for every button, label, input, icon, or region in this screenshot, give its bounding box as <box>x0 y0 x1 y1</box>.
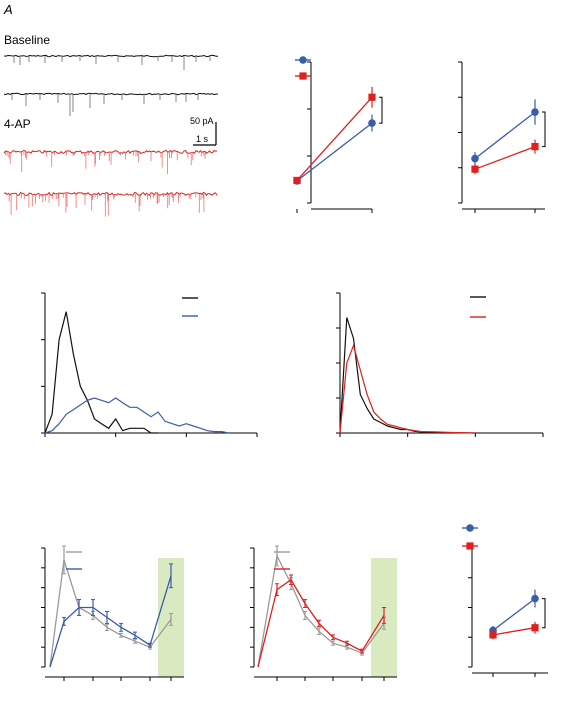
series-1 <box>44 397 229 434</box>
series-0 <box>471 99 539 165</box>
data-point <box>368 93 376 101</box>
series-1 <box>339 343 476 434</box>
series-line <box>44 397 229 434</box>
charts <box>41 56 548 681</box>
legend-marker <box>299 72 307 80</box>
fourap-trace-2 <box>3 191 218 217</box>
significance-bracket <box>542 598 546 629</box>
series-0 <box>339 317 476 434</box>
baseline-label: Baseline <box>4 33 50 47</box>
series-line <box>492 627 536 636</box>
data-point <box>471 154 479 163</box>
series-line <box>474 111 536 160</box>
data-point <box>531 624 539 632</box>
series-line <box>49 559 172 668</box>
trace-line <box>3 149 218 155</box>
legend-marker <box>466 542 474 550</box>
data-point <box>293 176 301 185</box>
series-line <box>296 96 373 181</box>
significance-bracket <box>379 96 383 124</box>
series-0 <box>293 114 376 185</box>
baseline-trace-2-events <box>11 94 199 116</box>
scale-pa-label: 50 pA <box>190 116 214 126</box>
data-point <box>368 119 376 127</box>
chart-e <box>336 292 544 437</box>
series-0 <box>49 545 173 668</box>
chart-c <box>458 61 546 213</box>
series-1 <box>489 621 539 640</box>
fourap-trace-1 <box>3 149 218 174</box>
data-point <box>531 143 539 151</box>
series-line <box>296 122 373 182</box>
legend-marker <box>299 56 307 64</box>
series-1 <box>293 86 376 185</box>
scale-bar: 50 pA 1 s <box>190 116 217 146</box>
chart-h <box>462 524 548 677</box>
chart-g <box>250 545 397 681</box>
data-point <box>531 108 539 116</box>
chart-f <box>41 545 184 681</box>
chart-b <box>293 56 383 213</box>
series-1 <box>49 563 173 668</box>
legend-marker <box>466 524 474 532</box>
series-line <box>474 145 536 170</box>
baseline-trace-1-events <box>13 56 211 70</box>
data-point <box>531 594 539 603</box>
data-point <box>489 631 497 639</box>
panel-a: A Baseline 4-AP 50 pA 1 s <box>3 2 219 217</box>
series-line <box>44 311 159 434</box>
series-line <box>339 343 476 434</box>
series-0 <box>257 545 386 668</box>
fourap-label: 4-AP <box>4 117 31 131</box>
chart-d <box>41 292 258 437</box>
panel-letter-a: A <box>3 2 13 17</box>
baseline-trace-1 <box>3 54 218 58</box>
series-0 <box>44 311 159 434</box>
significance-bracket <box>542 111 546 148</box>
series-line <box>49 575 172 668</box>
baseline-trace-2 <box>3 92 219 96</box>
data-point <box>471 165 479 173</box>
series-1 <box>471 139 539 175</box>
series-line <box>339 317 476 434</box>
scale-s-label: 1 s <box>196 134 209 144</box>
series-line <box>257 553 385 668</box>
series-line <box>492 598 536 631</box>
series-1 <box>257 574 386 668</box>
